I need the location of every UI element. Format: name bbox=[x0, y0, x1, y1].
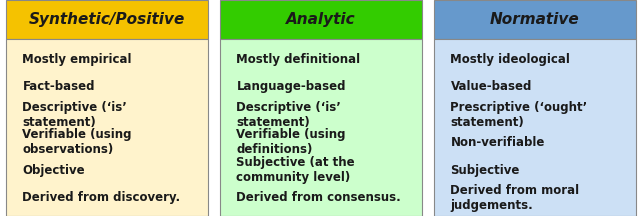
Text: Subjective (at the
community level): Subjective (at the community level) bbox=[236, 156, 355, 184]
FancyBboxPatch shape bbox=[220, 0, 422, 39]
Text: Non-verifiable: Non-verifiable bbox=[451, 136, 545, 149]
Text: Prescriptive (‘ought’
statement): Prescriptive (‘ought’ statement) bbox=[451, 101, 587, 129]
FancyBboxPatch shape bbox=[220, 39, 422, 216]
Text: Analytic: Analytic bbox=[286, 12, 356, 27]
Text: Mostly ideological: Mostly ideological bbox=[451, 53, 570, 66]
Text: Fact-based: Fact-based bbox=[22, 80, 95, 94]
Text: Descriptive (‘is’
statement): Descriptive (‘is’ statement) bbox=[22, 101, 127, 129]
Text: Synthetic/Positive: Synthetic/Positive bbox=[29, 12, 185, 27]
FancyBboxPatch shape bbox=[435, 39, 636, 216]
Text: Descriptive (‘is’
statement): Descriptive (‘is’ statement) bbox=[236, 101, 342, 129]
Text: Language-based: Language-based bbox=[236, 80, 346, 94]
Text: Objective: Objective bbox=[22, 164, 85, 177]
Text: Normative: Normative bbox=[490, 12, 580, 27]
Text: Subjective: Subjective bbox=[451, 164, 520, 177]
Text: Verifiable (using
observations): Verifiable (using observations) bbox=[22, 128, 132, 156]
FancyBboxPatch shape bbox=[6, 0, 207, 39]
Text: Derived from discovery.: Derived from discovery. bbox=[22, 191, 180, 204]
Text: Value-based: Value-based bbox=[451, 80, 532, 94]
Text: Derived from consensus.: Derived from consensus. bbox=[236, 191, 401, 204]
Text: Mostly empirical: Mostly empirical bbox=[22, 53, 132, 66]
Text: Mostly definitional: Mostly definitional bbox=[236, 53, 361, 66]
FancyBboxPatch shape bbox=[6, 39, 207, 216]
Text: Verifiable (using
definitions): Verifiable (using definitions) bbox=[236, 128, 346, 156]
Text: Derived from moral
judgements.: Derived from moral judgements. bbox=[451, 184, 580, 212]
FancyBboxPatch shape bbox=[435, 0, 636, 39]
